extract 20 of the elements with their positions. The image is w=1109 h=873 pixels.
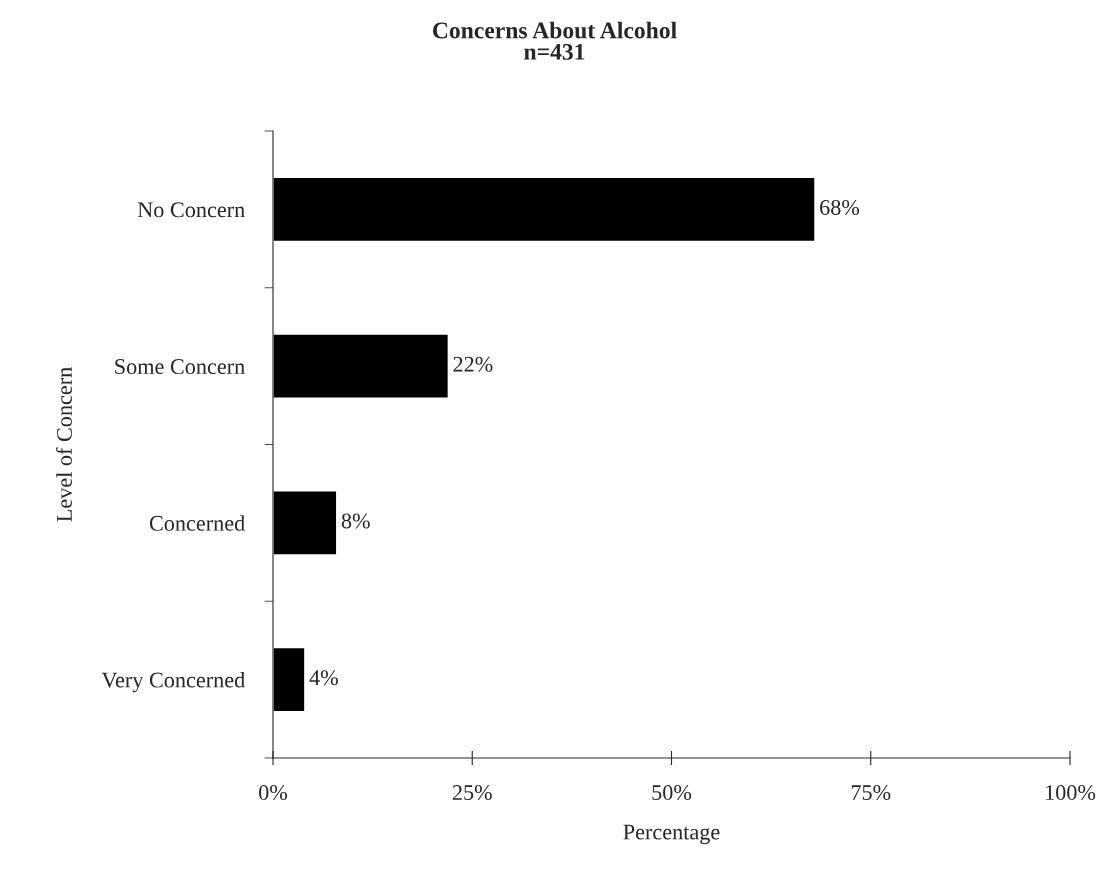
y-axis-title: Level of Concern	[56, 367, 72, 522]
bar	[273, 646, 306, 713]
y-tick-label: No Concern	[137, 202, 245, 218]
y-tick-label: Some Concern	[115, 359, 245, 375]
data-label: 68%	[820, 199, 860, 216]
bar	[273, 176, 816, 243]
bar	[273, 333, 450, 399]
data-label: 4%	[309, 670, 338, 686]
x-tick-label: 75%	[851, 785, 891, 801]
data-label: 22%	[453, 356, 493, 372]
x-tick-label: 25%	[452, 785, 492, 801]
x-tick-label: 0%	[259, 785, 288, 801]
data-label: 8%	[341, 513, 370, 529]
y-tick-label: Concerned	[149, 515, 245, 531]
x-tick-label: 100%	[1046, 785, 1096, 801]
y-tick-label: Very Concerned	[101, 671, 245, 693]
x-tick-label: 50%	[652, 785, 692, 801]
x-axis-title: Percentage	[623, 824, 720, 845]
chart-title: Concerns About Alcohol n=431	[432, 21, 677, 60]
bar	[273, 490, 338, 556]
